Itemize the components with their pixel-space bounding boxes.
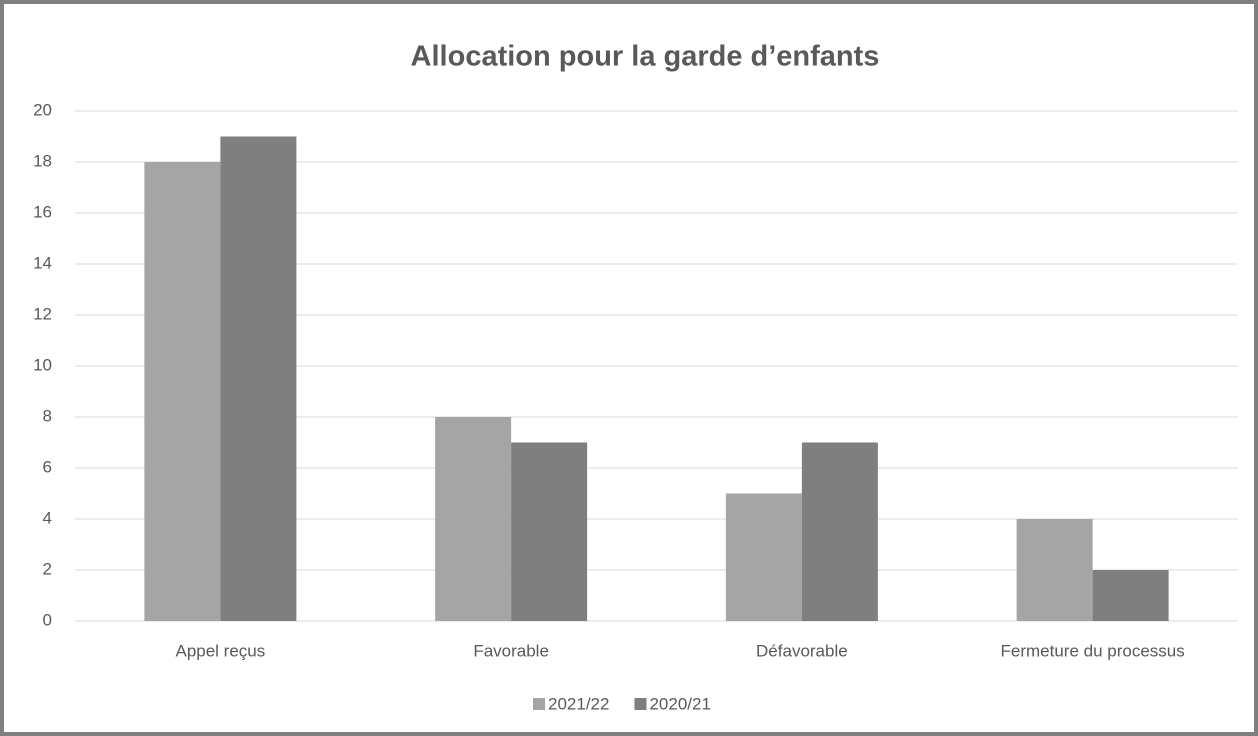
y-tick-label: 4	[43, 508, 52, 527]
chart-title: Allocation pour la garde d’enfants	[411, 41, 880, 73]
x-tick-label: Favorable	[473, 641, 549, 660]
legend-swatch	[533, 698, 545, 710]
bar	[725, 493, 802, 621]
y-tick-label: 16	[33, 202, 52, 221]
y-tick-label: 10	[33, 355, 52, 374]
bar	[511, 442, 588, 621]
bar	[144, 162, 221, 621]
bar	[435, 417, 512, 621]
x-tick-label: Appel reçus	[175, 641, 265, 660]
y-tick-label: 18	[33, 151, 52, 170]
legend-swatch	[634, 698, 647, 710]
bar	[1016, 519, 1093, 621]
bar	[220, 136, 297, 621]
y-tick-label: 0	[43, 610, 52, 629]
x-tick-label: Fermeture du processus	[1001, 641, 1185, 660]
x-tick-label: Défavorable	[756, 641, 848, 660]
legend-label: 2020/21	[649, 694, 710, 713]
legend-label: 2021/22	[548, 694, 609, 713]
y-tick-label: 20	[33, 100, 52, 119]
bar	[1092, 570, 1169, 621]
y-tick-label: 2	[43, 559, 52, 578]
y-tick-label: 12	[33, 304, 52, 323]
y-tick-label: 14	[33, 253, 52, 272]
y-tick-label: 6	[43, 457, 52, 476]
bar	[801, 442, 878, 621]
y-tick-label: 8	[43, 406, 52, 425]
